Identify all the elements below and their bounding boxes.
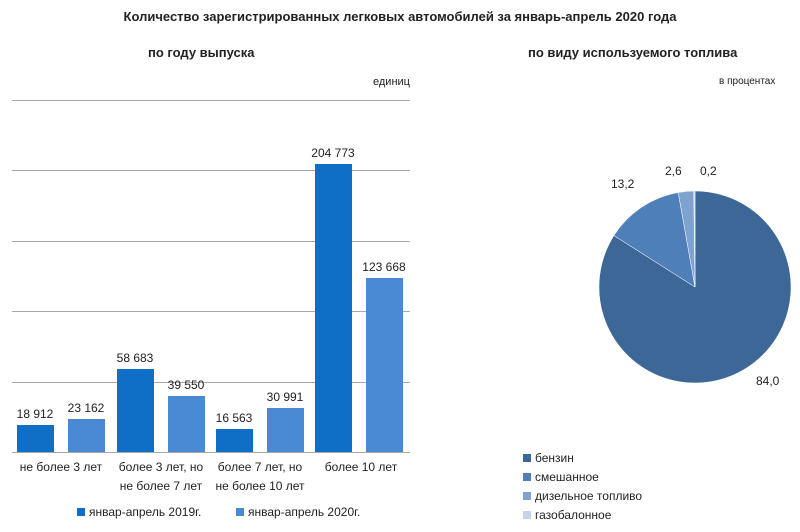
legend-item-2019: январ-апрель 2019г.	[77, 505, 201, 519]
pie-chart-unit: в процентах	[719, 76, 776, 87]
bar-value-label: 18 912	[16, 407, 54, 422]
legend-swatch	[523, 492, 531, 500]
bar-value-label: 16 563	[215, 410, 253, 425]
category-label: более 3 лет, но не более 7 лет	[118, 460, 204, 493]
bar	[315, 163, 352, 452]
pie-slice	[598, 190, 792, 384]
legend-swatch	[523, 511, 531, 519]
legend-label-2019: январ-апрель 2019г.	[89, 505, 202, 519]
bar-value-label: 39 550	[167, 378, 205, 393]
gridline	[12, 240, 410, 242]
gridline	[12, 100, 410, 101]
pie-label-diesel: 2,6	[665, 164, 682, 178]
bar	[216, 428, 253, 452]
gridline	[12, 311, 410, 313]
bar-value-label: 30 991	[266, 390, 304, 405]
pie-slice	[613, 192, 696, 288]
legend-swatch	[523, 473, 531, 481]
bar-value-label: 58 683	[116, 351, 154, 366]
pie-legend-item: газобалонное	[523, 508, 611, 522]
pie-label-gas: 0,2	[700, 164, 717, 178]
bar-chart-subtitle: по году выпуска	[148, 45, 255, 60]
bar-value-label: 204 773	[311, 145, 355, 160]
pie-legend-item: бензин	[523, 451, 574, 465]
bar-chart-unit: единиц	[373, 76, 410, 88]
bar	[117, 369, 154, 452]
category-label: более 7 лет, но не более 10 лет	[215, 460, 305, 493]
pie-label-mixed: 13,2	[611, 177, 635, 191]
legend-label: газобалонное	[535, 508, 612, 522]
category-label: не более 3 лет	[19, 460, 103, 474]
x-axis-baseline	[12, 452, 410, 453]
pie-chart-subtitle: по виду используемого топлива	[528, 45, 738, 60]
bar	[267, 408, 304, 452]
category-label: более 10 лет	[324, 460, 398, 474]
bar	[168, 396, 205, 452]
legend-swatch-2019	[77, 508, 85, 516]
legend-label: дизельное топливо	[535, 489, 643, 503]
chart-title: Количество зарегистрированных легковых а…	[123, 9, 677, 24]
pie-legend-item: смешанное	[523, 470, 599, 484]
bar	[366, 277, 403, 452]
legend-swatch-2020	[236, 508, 244, 516]
bar-value-label: 23 162	[67, 401, 105, 416]
pie-label-petrol: 84,0	[756, 374, 780, 388]
pie-chart	[598, 190, 792, 384]
bar-value-label: 123 668	[362, 259, 406, 274]
gridline	[12, 170, 410, 172]
bar	[17, 425, 54, 452]
legend-item-2020: январ-апрель 2020г.	[236, 505, 360, 519]
pie-legend-item: дизельное топливо	[523, 489, 642, 503]
bar	[68, 419, 105, 452]
pie-slice	[693, 190, 696, 288]
legend-label: смешанное	[535, 470, 599, 484]
legend-label: бензин	[535, 451, 574, 465]
gridline	[12, 381, 410, 383]
legend-swatch	[523, 454, 531, 462]
legend-label-2020: январ-апрель 2020г.	[248, 505, 361, 519]
